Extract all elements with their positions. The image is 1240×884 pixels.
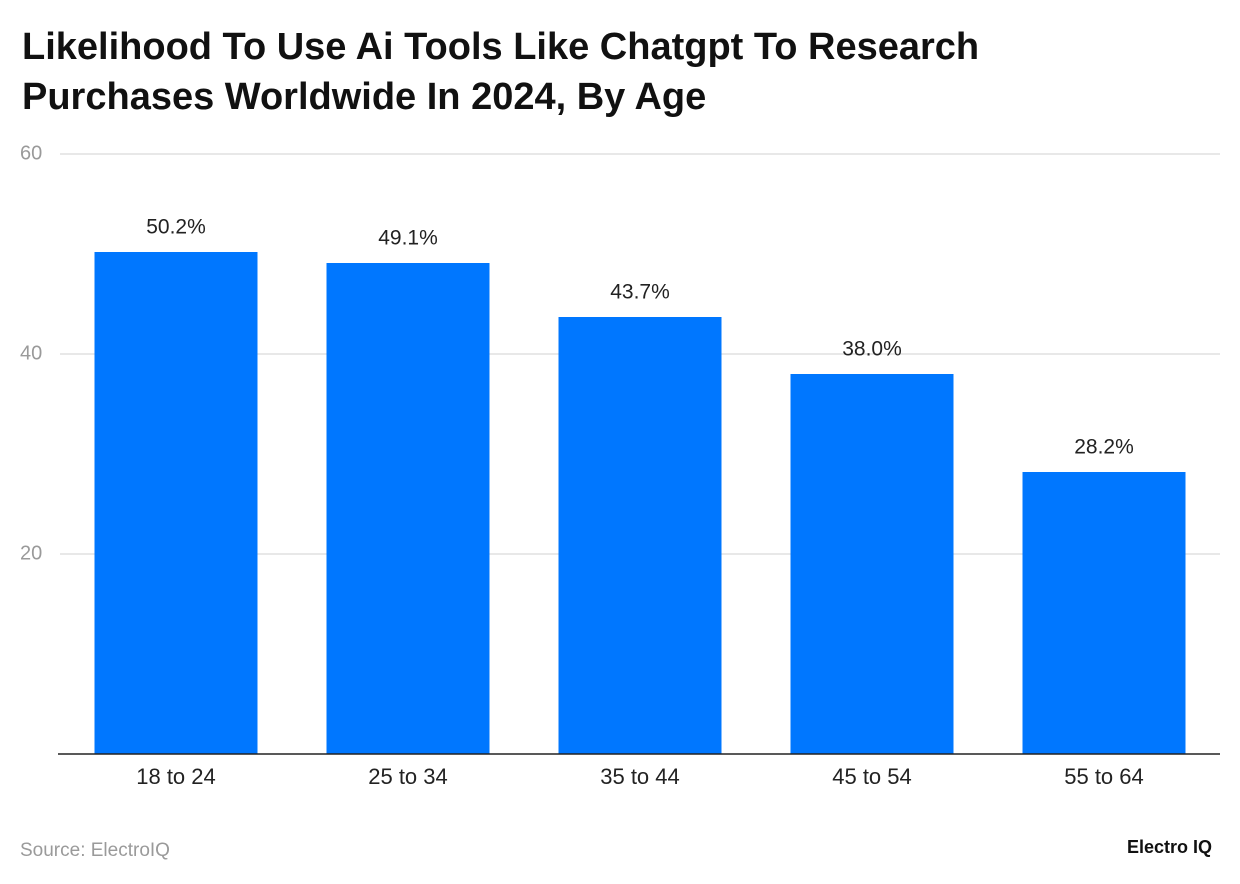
value-label: 38.0% [842, 338, 902, 361]
value-label: 43.7% [610, 281, 670, 304]
x-tick-label: 45 to 54 [832, 764, 912, 789]
x-tick-label: 35 to 44 [600, 764, 680, 789]
y-tick-label: 60 [20, 142, 42, 164]
y-tick-label: 40 [20, 342, 42, 364]
chart-title: Likelihood To Use Ai Tools Like Chatgpt … [22, 26, 980, 118]
logo: Electro IQ [1127, 837, 1212, 857]
x-tick-label: 18 to 24 [136, 764, 216, 789]
y-tick-label: 20 [20, 542, 42, 564]
x-tick-label: 25 to 34 [368, 764, 448, 789]
bar [94, 252, 258, 754]
source: Source: ElectroIQ [20, 840, 170, 861]
bar [558, 317, 722, 754]
bar [1022, 472, 1186, 754]
bar [326, 263, 490, 754]
bar [790, 374, 954, 754]
x-tick-label: 55 to 64 [1064, 764, 1144, 789]
value-label: 50.2% [146, 216, 206, 239]
value-label: 49.1% [378, 227, 438, 250]
value-label: 28.2% [1074, 436, 1134, 459]
